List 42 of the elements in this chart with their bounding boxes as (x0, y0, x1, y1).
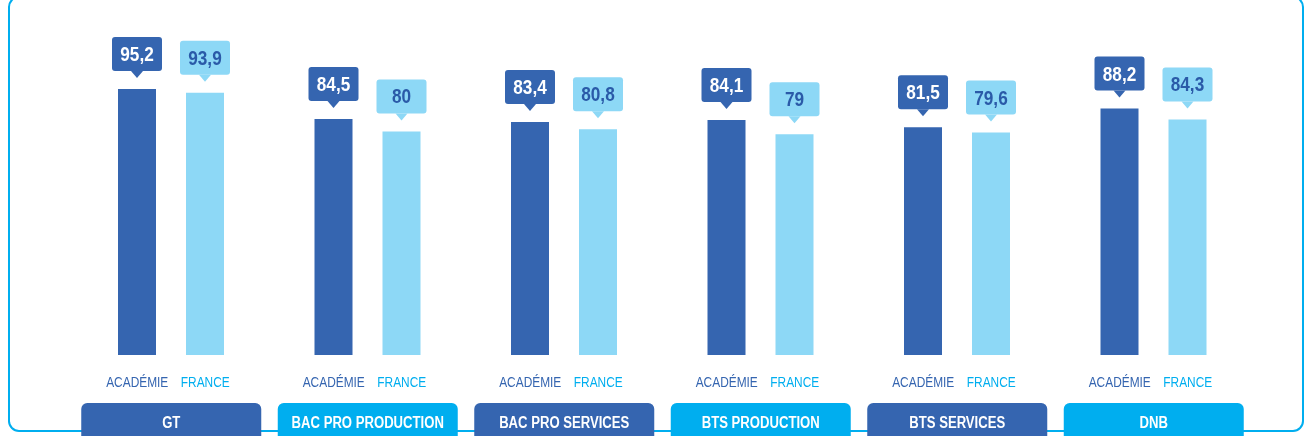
bar (972, 132, 1010, 355)
bar (707, 120, 746, 355)
data-label: 83,4 (513, 75, 548, 99)
text: FRANCE (573, 374, 623, 391)
data-label: 84,1 (709, 73, 744, 97)
text: ACADÉMIE (106, 374, 169, 391)
bar (314, 118, 353, 355)
text: FRANCE (377, 374, 427, 391)
data-label: 84,5 (316, 72, 351, 96)
text: ACADÉMIE (499, 374, 562, 391)
series-label: ACADÉMIE (695, 374, 759, 391)
data-label: 84,3 (1170, 72, 1205, 96)
data-label: 79 (784, 87, 805, 111)
series-label: FRANCE (180, 374, 230, 391)
bar (186, 92, 224, 355)
data-label: 80,8 (581, 82, 616, 106)
data-label: 80 (391, 84, 412, 108)
bar (1168, 119, 1207, 355)
data-label: 95,2 (120, 42, 154, 66)
bar (1100, 108, 1139, 355)
x-tick-label: DNB (1139, 413, 1168, 432)
x-tick-label: GT (162, 413, 181, 432)
x-tick-label: BTS PRODUCTION (701, 413, 820, 432)
bar (579, 129, 617, 355)
bar (118, 89, 156, 355)
text: ACADÉMIE (892, 374, 955, 391)
text: FRANCE (1163, 374, 1213, 391)
data-label: 79,6 (974, 86, 1008, 109)
text: FRANCE (966, 374, 1016, 391)
data-label: 88,2 (1102, 61, 1137, 85)
bar (775, 134, 814, 355)
bar (904, 127, 942, 355)
text: ACADÉMIE (1088, 374, 1151, 391)
bar (511, 121, 549, 355)
data-label: 81,5 (906, 80, 941, 104)
x-tick-label: BAC PRO SERVICES (499, 413, 630, 432)
text: ACADÉMIE (302, 374, 365, 391)
text: FRANCE (770, 374, 820, 391)
x-tick-label: BTS SERVICES (909, 413, 1006, 432)
x-tick-label: BAC PRO PRODUCTION (291, 413, 444, 432)
bar (382, 131, 421, 355)
data-label: 93,9 (188, 46, 222, 70)
